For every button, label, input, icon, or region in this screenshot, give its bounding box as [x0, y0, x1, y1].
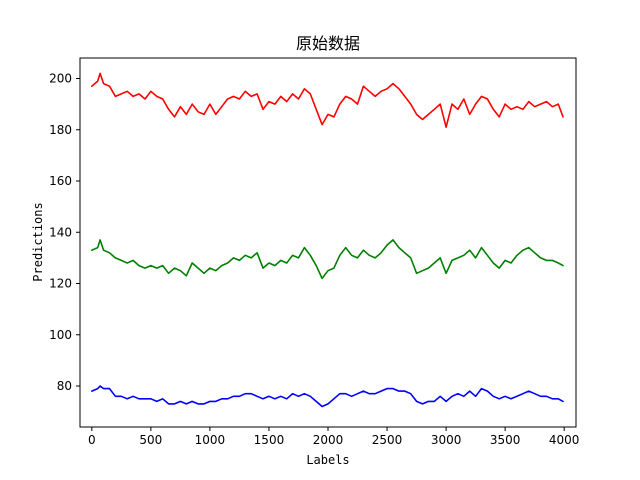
x-tick-label-2: 1000 — [195, 433, 226, 447]
x-tick-label-0: 0 — [88, 433, 96, 447]
y-tick-label-6: 200 — [49, 72, 72, 86]
chart-title: 原始数据 — [296, 34, 360, 53]
x-axis-label: Labels — [306, 453, 349, 467]
series-line-1 — [91, 239, 564, 280]
plot-frame — [79, 57, 577, 428]
x-tick-label-8: 4000 — [549, 433, 580, 447]
y-axis-label: Predictions — [31, 202, 45, 281]
series-line-2 — [91, 385, 564, 408]
axes-layer: 0 500 1000 1500 2000 2500 3000 3500 4000 80 100 120… — [49, 72, 579, 448]
x-tick-label-3: 1500 — [254, 433, 285, 447]
y-tick-label-5: 180 — [49, 123, 72, 137]
x-tick-label-1: 500 — [139, 433, 162, 447]
x-tick-label-4: 2000 — [313, 433, 344, 447]
y-tick-label-1: 100 — [49, 328, 72, 342]
y-tick-label-0: 80 — [57, 379, 72, 393]
series-line-0 — [91, 72, 564, 128]
x-tick-label-5: 2500 — [372, 433, 403, 447]
series-layer — [91, 72, 564, 408]
x-tick-label-7: 3500 — [490, 433, 521, 447]
y-tick-label-3: 140 — [49, 225, 72, 239]
y-tick-label-2: 120 — [49, 277, 72, 291]
y-tick-label-4: 160 — [49, 174, 72, 188]
x-tick-label-6: 3000 — [431, 433, 462, 447]
